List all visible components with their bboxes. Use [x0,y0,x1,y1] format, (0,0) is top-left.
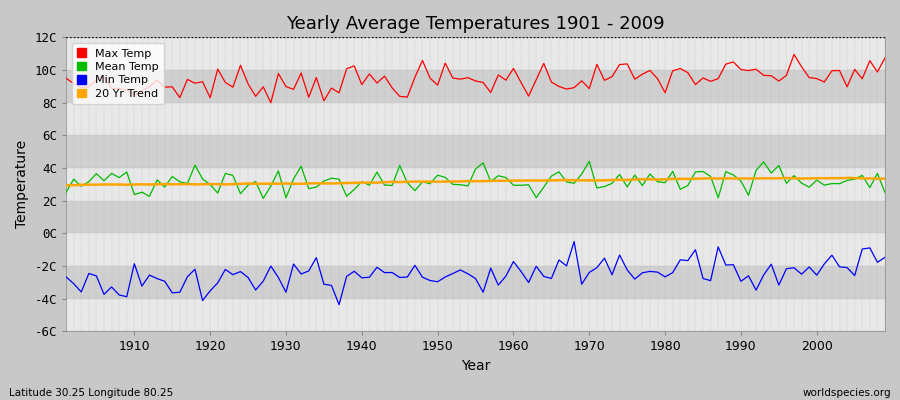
Title: Yearly Average Temperatures 1901 - 2009: Yearly Average Temperatures 1901 - 2009 [286,15,665,33]
Bar [66,135,885,168]
Legend: Max Temp, Mean Temp, Min Temp, 20 Yr Trend: Max Temp, Mean Temp, Min Temp, 20 Yr Tre… [72,43,164,104]
X-axis label: Year: Year [461,359,491,373]
Bar [66,233,885,266]
Bar [66,299,885,332]
Bar [66,70,885,103]
Bar [66,201,885,233]
Text: worldspecies.org: worldspecies.org [803,388,891,398]
Bar [66,37,885,70]
Bar [66,168,885,201]
Bar [66,103,885,135]
Text: Latitude 30.25 Longitude 80.25: Latitude 30.25 Longitude 80.25 [9,388,173,398]
Y-axis label: Temperature: Temperature [15,140,29,228]
Bar [66,266,885,299]
